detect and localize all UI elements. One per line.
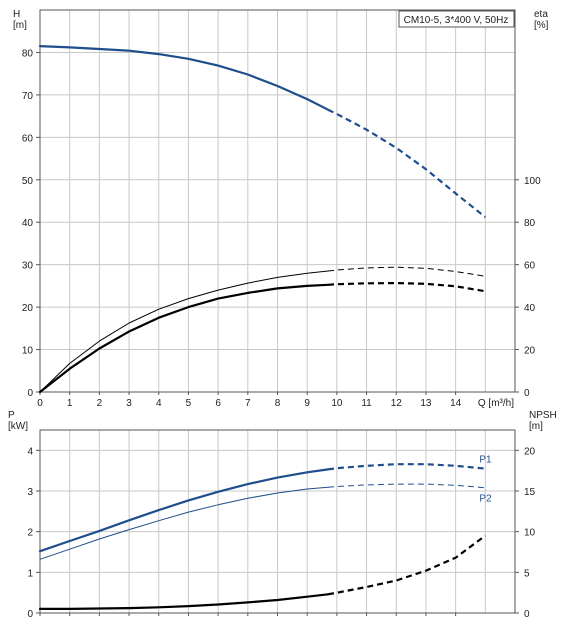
top-h-dashed-line (327, 108, 486, 218)
top-left-tick-label: 40 (22, 218, 34, 229)
bottom-p2-dashed-line (327, 483, 486, 489)
bottom-right-tick-label: 5 (524, 568, 530, 579)
top-x-tick-label: 6 (215, 398, 221, 409)
top-eta1-line (39, 270, 329, 393)
top-x-tick-label: 13 (420, 398, 432, 409)
top-right-tick-label: 100 (524, 176, 541, 187)
top-eta2-line (38, 283, 330, 394)
top-y-label-right: [%] (534, 20, 549, 31)
top-right-tick-label: 60 (524, 261, 536, 272)
top-x-tick-label: 5 (186, 398, 192, 409)
bottom-y-label-left: [kW] (8, 421, 28, 432)
top-left-tick-label: 50 (22, 176, 34, 187)
bottom-y-label-left: P (8, 410, 15, 421)
bottom-left-tick-label: 1 (27, 568, 33, 579)
bottom-left-tick-label: 3 (27, 487, 33, 498)
top-right-tick-label: 40 (524, 303, 536, 314)
top-left-tick-label: 60 (22, 133, 34, 144)
top-x-tick-label: 10 (331, 398, 343, 409)
top-left-tick-label: 0 (27, 388, 33, 399)
bottom-p1-dashed-line (327, 463, 486, 471)
bottom-p1-line (38, 468, 330, 553)
bottom-left-tick-label: 2 (27, 528, 33, 539)
bottom-right-tick-label: 20 (524, 446, 536, 457)
bottom-left-tick-label: 4 (27, 446, 33, 457)
top-x-tick-label: 4 (156, 398, 162, 409)
bottom-y-label-right: [m] (529, 421, 543, 432)
top-x-tick-label: 3 (126, 398, 132, 409)
top-x-tick-label: 12 (391, 398, 403, 409)
top-h-line (38, 44, 330, 111)
series-label-p1: P1 (479, 455, 492, 466)
top-x-tick-label: 11 (361, 398, 372, 409)
top-right-tick-label: 0 (524, 388, 530, 399)
top-left-tick-label: 80 (22, 48, 34, 59)
bottom-p2-line (39, 486, 329, 560)
top-x-tick-label: 0 (37, 398, 43, 409)
bottom-npsh-line (38, 593, 330, 611)
top-right-tick-label: 80 (524, 218, 536, 229)
top-y-label-left: [m] (13, 20, 27, 31)
top-x-tick-label: 1 (67, 398, 73, 409)
top-x-tick-label: 7 (245, 398, 251, 409)
bottom-right-tick-label: 10 (524, 528, 536, 539)
bottom-y-label-right: NPSH (529, 410, 557, 421)
top-eta2-dashed-line (327, 281, 486, 293)
bottom-npsh-dashed-line (327, 534, 486, 596)
legend-text: CM10-5, 3*400 V, 50Hz (404, 15, 509, 26)
top-x-tick-label: 2 (97, 398, 103, 409)
top-left-tick-label: 20 (22, 303, 34, 314)
top-eta1-dashed-line (327, 266, 486, 277)
top-x-axis-label: Q [m³/h] (478, 398, 514, 409)
top-y-label-right: eta (534, 9, 548, 20)
legend-box (398, 10, 515, 28)
top-left-tick-label: 70 (22, 91, 34, 102)
bottom-right-tick-label: 15 (524, 487, 536, 498)
top-left-tick-label: 30 (22, 261, 34, 272)
bottom-right-tick-label: 0 (524, 609, 530, 620)
series-label-p2: P2 (479, 494, 492, 505)
top-left-tick-label: 10 (22, 346, 34, 357)
top-y-label-left: H (13, 9, 20, 20)
top-x-tick-label: 8 (275, 398, 281, 409)
top-right-tick-label: 20 (524, 346, 536, 357)
bottom-left-tick-label: 0 (27, 609, 33, 620)
top-x-tick-label: 9 (304, 398, 310, 409)
top-x-tick-label: 14 (450, 398, 462, 409)
